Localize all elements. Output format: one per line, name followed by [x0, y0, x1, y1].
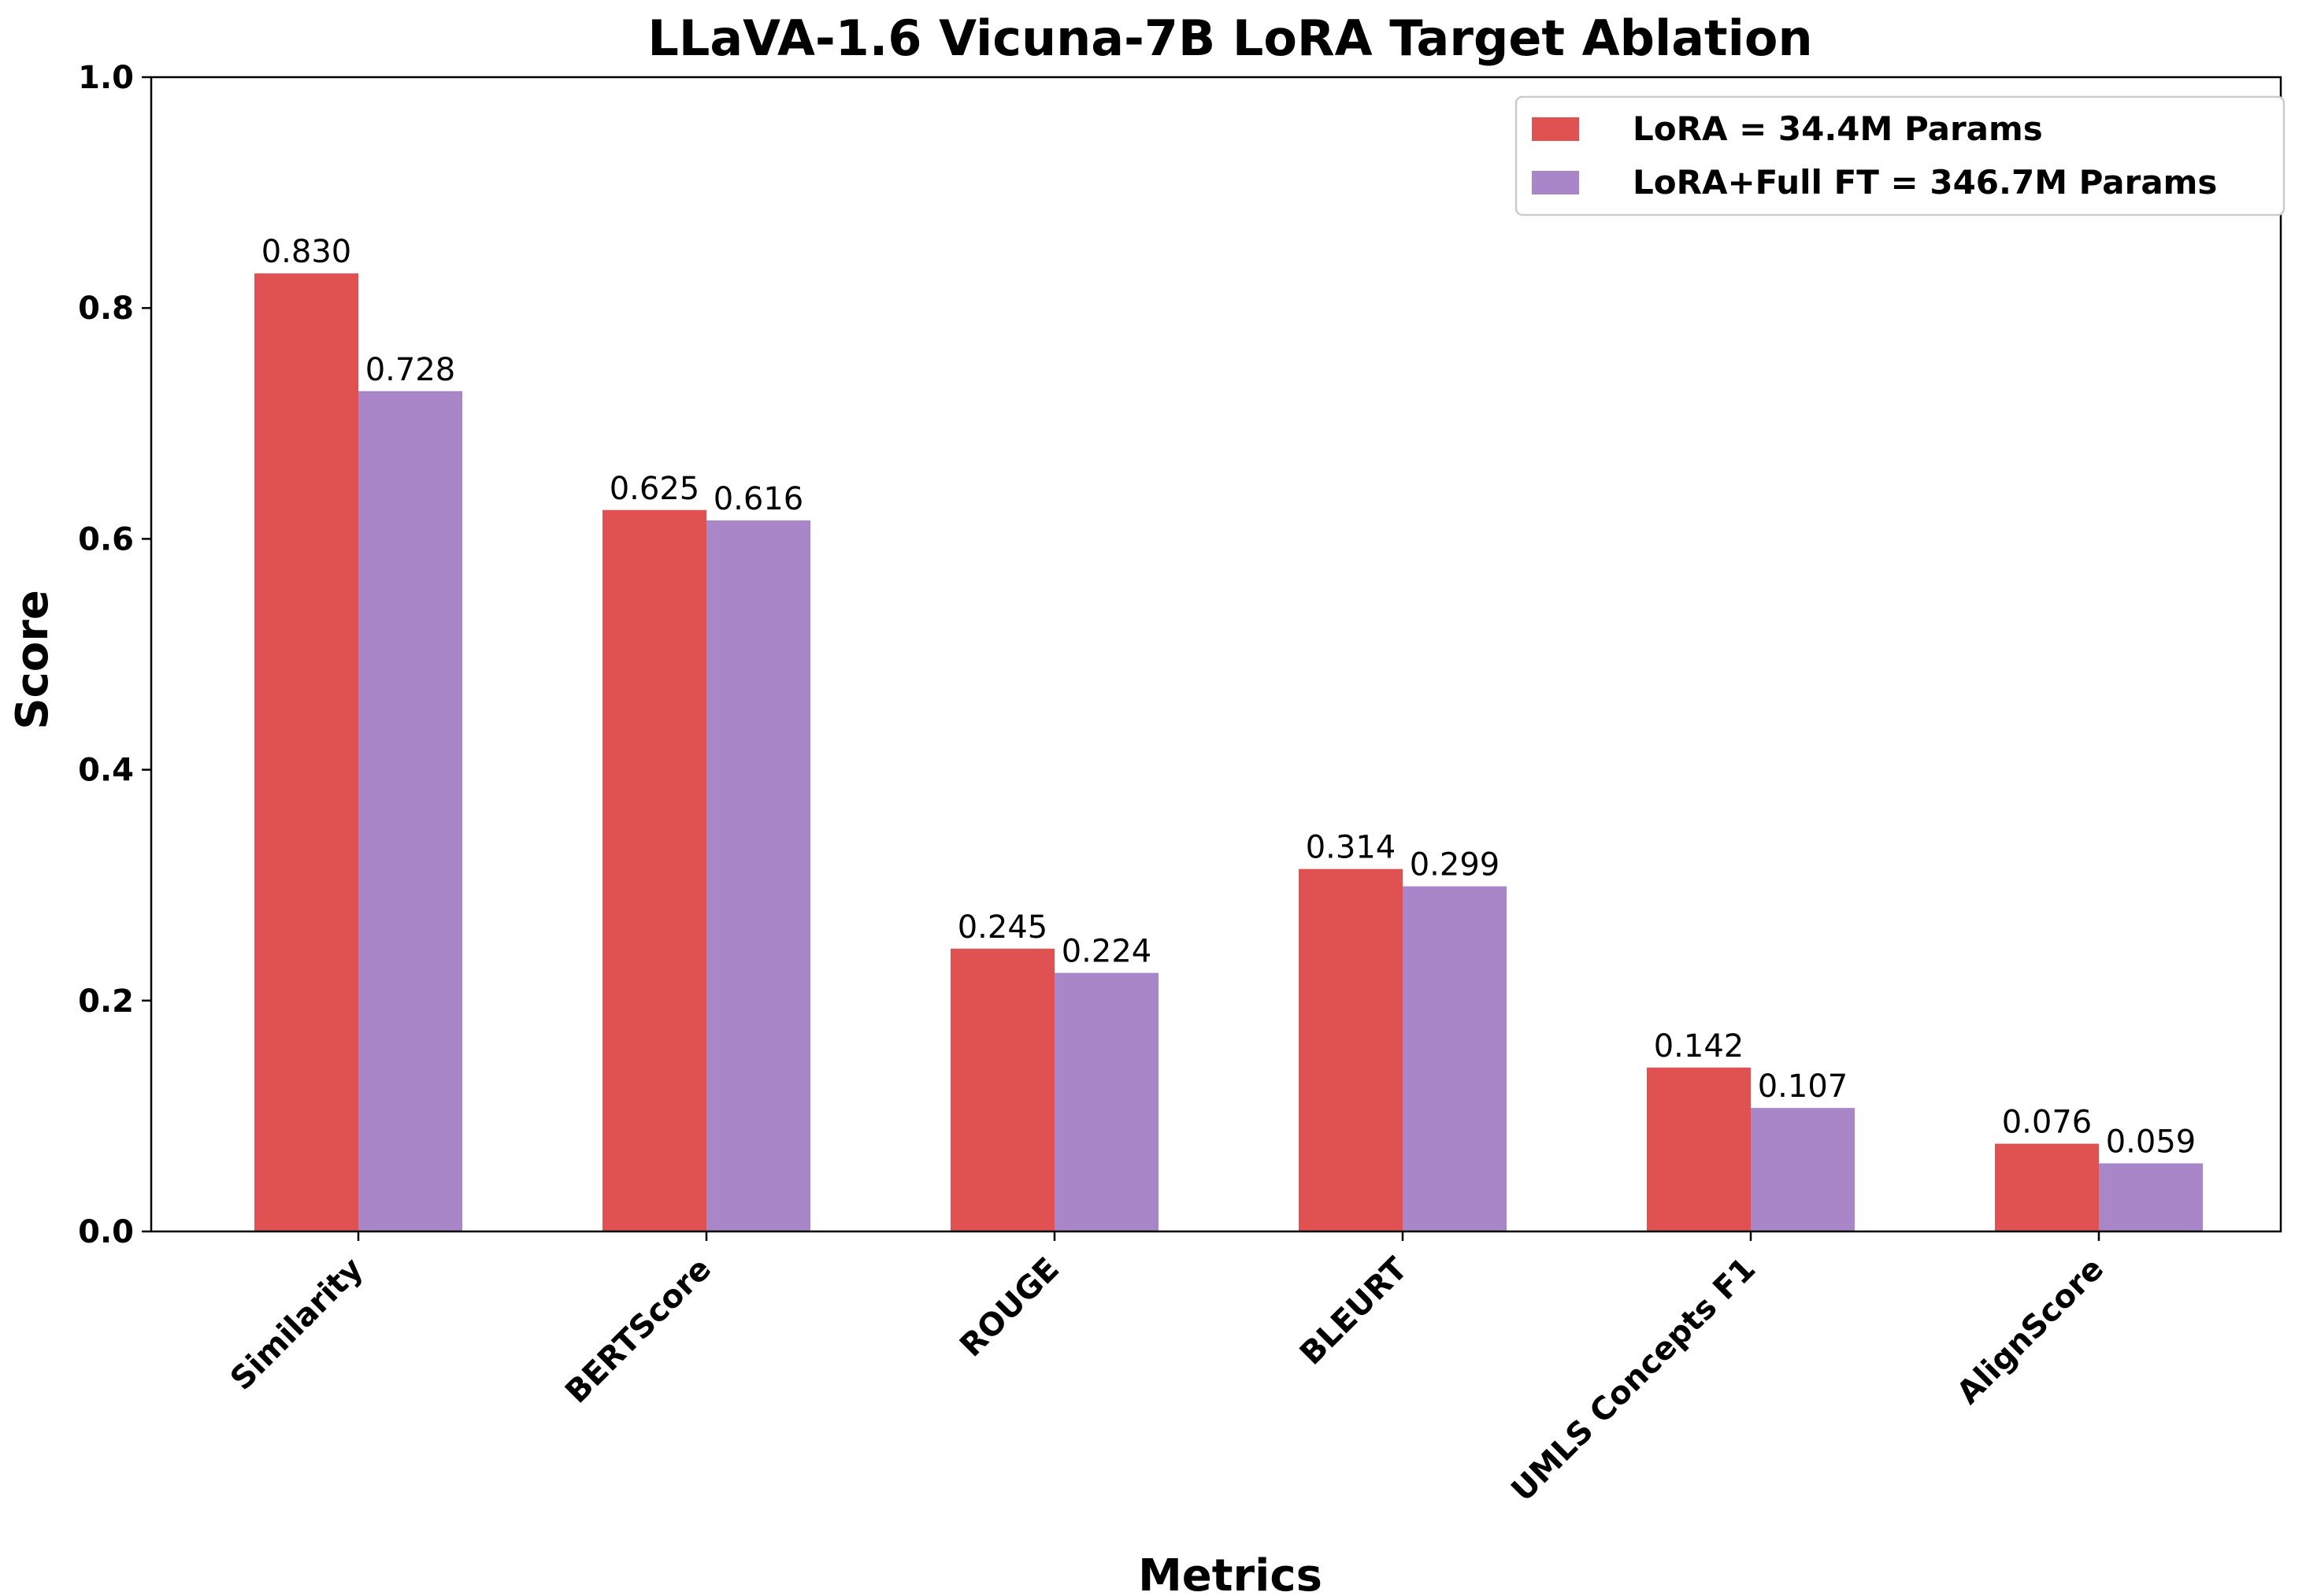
x-tick-label: AlignScore	[1950, 1251, 2111, 1412]
data-label-series2-0: 0.728	[365, 352, 456, 388]
y-tick-label: 0.2	[78, 983, 134, 1020]
data-label-series1-2: 0.245	[958, 909, 1048, 946]
y-tick-label: 1.0	[78, 60, 134, 96]
bar-series1-3	[1299, 868, 1403, 1231]
bar-series2-4	[1751, 1108, 1855, 1231]
data-label-series1-5: 0.076	[2002, 1105, 2093, 1141]
x-tick-label: ROUGE	[953, 1251, 1066, 1365]
bar-series1-5	[1995, 1143, 2099, 1231]
chart-title: LLaVA-1.6 Vicuna-7B LoRA Target Ablation	[647, 9, 1812, 67]
data-label-series1-4: 0.142	[1654, 1028, 1744, 1065]
y-tick-label: 0.0	[78, 1214, 134, 1250]
data-label-series1-0: 0.830	[261, 234, 352, 270]
data-label-series1-3: 0.314	[1306, 830, 1396, 866]
bar-series1-1	[602, 509, 706, 1231]
legend-box	[1514, 95, 2285, 217]
x-tick-label: BLEURT	[1293, 1250, 1415, 1372]
y-tick-label: 0.4	[78, 753, 134, 789]
legend-swatch-2	[1532, 171, 1579, 194]
bar-series1-2	[951, 948, 1055, 1231]
legend-swatch-1	[1532, 117, 1579, 141]
data-label-series2-5: 0.059	[2106, 1124, 2197, 1161]
legend-label-2: LoRA+Full FT = 346.7M Params	[1633, 163, 2217, 202]
bar-series2-0	[358, 391, 462, 1232]
y-tick-label: 0.8	[78, 291, 134, 327]
bar-series2-3	[1403, 886, 1507, 1231]
data-label-series2-1: 0.616	[714, 481, 804, 517]
x-tick-label: BERTScore	[558, 1251, 718, 1411]
x-axis-label: Metrics	[1138, 1550, 1322, 1596]
y-axis-label: Score	[7, 590, 58, 730]
bar-series2-2	[1055, 972, 1158, 1231]
x-tick-label: UMLS Concepts F1	[1504, 1251, 1763, 1509]
bar-series1-4	[1647, 1067, 1751, 1231]
bar-series1-0	[254, 273, 358, 1232]
y-tick-label: 0.6	[78, 521, 134, 557]
plot-frame	[150, 76, 2282, 1233]
data-label-series1-1: 0.625	[610, 471, 700, 507]
legend: LoRA = 34.4M Params LoRA+Full FT = 346.7M…	[1514, 95, 2285, 217]
data-label-series2-3: 0.299	[1410, 847, 1500, 883]
data-label-series2-4: 0.107	[1758, 1068, 1848, 1105]
x-tick-label: Similarity	[224, 1251, 370, 1398]
data-label-series2-2: 0.224	[1062, 934, 1152, 970]
bar-series2-5	[2099, 1163, 2203, 1231]
plot-area: 0.0 0.2 0.4 0.6 0.8 1.0 0.830 0.728 Similarity 0.…	[78, 60, 2282, 1509]
legend-label-1: LoRA = 34.4M Params	[1633, 109, 2043, 148]
bar-series2-1	[706, 520, 810, 1231]
